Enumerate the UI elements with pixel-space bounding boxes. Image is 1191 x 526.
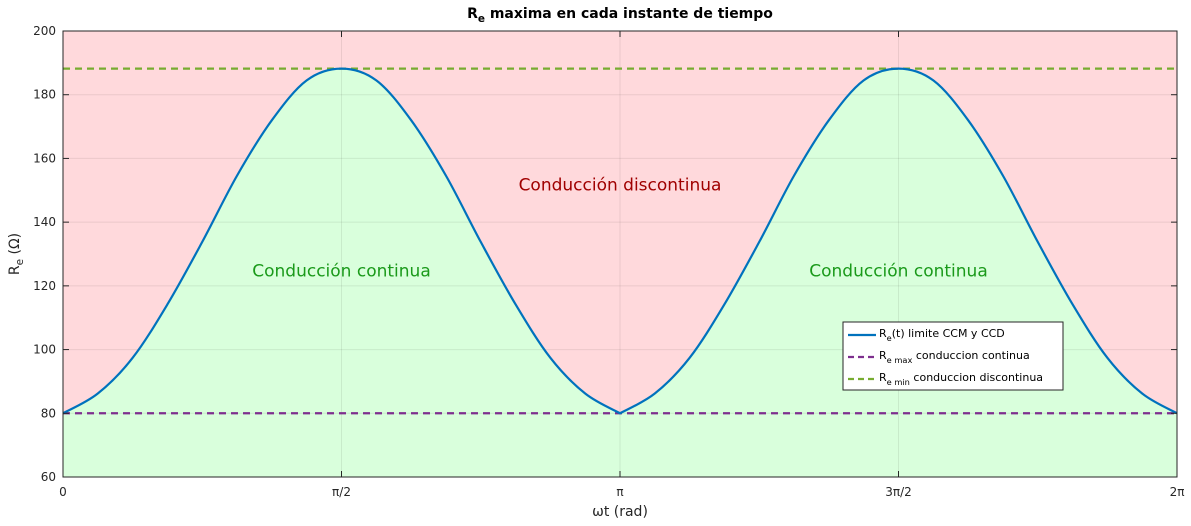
y-tick-label: 60 (41, 470, 56, 484)
y-tick-label: 160 (33, 151, 56, 165)
legend-label-1: Re(t) limite CCM y CCD (879, 327, 1005, 343)
region-annotation-1: Conducción discontinua (519, 175, 722, 195)
y-tick-label: 100 (33, 343, 56, 357)
x-tick-label: 3π/2 (885, 485, 912, 499)
region-annotation-2: Conducción continua (252, 261, 430, 281)
y-tick-label: 80 (41, 406, 56, 420)
legend-label-3: Re min conduccion discontinua (879, 371, 1043, 387)
x-tick-label: π (616, 485, 623, 499)
x-tick-label: π/2 (332, 485, 351, 499)
x-tick-label: 0 (59, 485, 67, 499)
x-tick-label: 2π (1170, 485, 1185, 499)
legend-label-2: Re max conduccion continua (879, 349, 1030, 365)
series-curve-line (62, 67, 1178, 415)
region-annotation-3: Conducción continua (809, 261, 987, 281)
y-tick-label: 120 (33, 279, 56, 293)
chart-title: Re maxima en cada instante de tiempo (467, 6, 773, 25)
legend: Re(t) limite CCM y CCD Re max conduccion … (842, 321, 1064, 391)
y-tick-label: 200 (33, 24, 56, 38)
legend-box (842, 321, 1064, 391)
y-axis-label: Re (Ω) (7, 233, 26, 275)
x-axis-label: ωt (rad) (592, 504, 648, 520)
y-tick-label: 180 (33, 88, 56, 102)
y-tick-label: 140 (33, 215, 56, 229)
